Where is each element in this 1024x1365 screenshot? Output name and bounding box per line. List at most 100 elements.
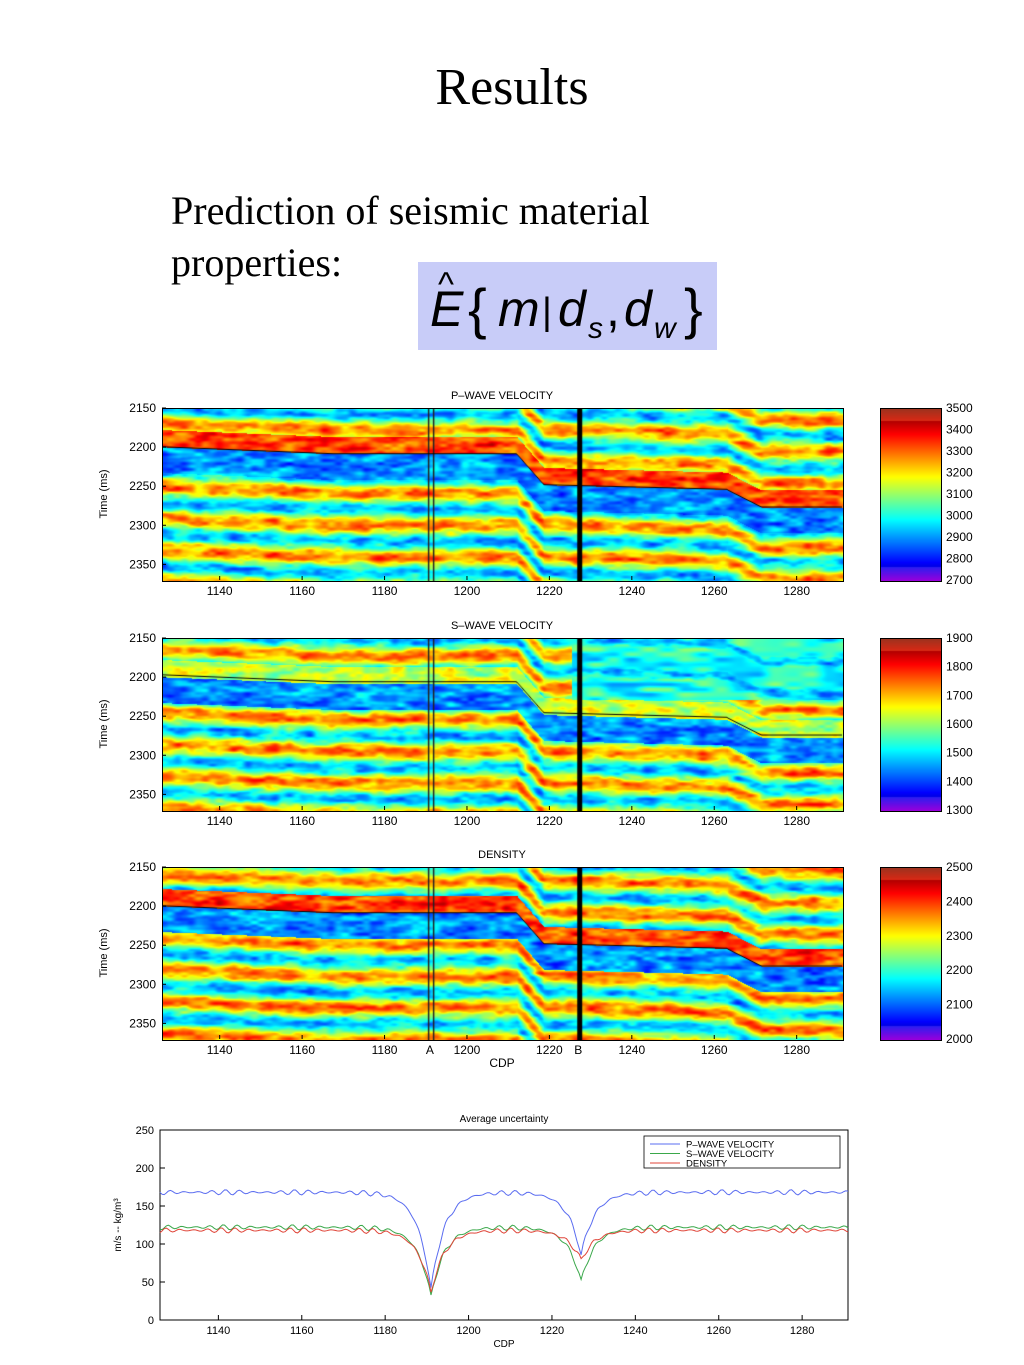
subtitle-line-1: Prediction of seismic material [171, 188, 650, 233]
x-tick-label: 1160 [290, 1325, 314, 1337]
density-axes: DENSITY Time (ms) 2150 2200 2250 2300 2350 1140… [98, 849, 973, 1067]
subtitle-line-2: properties: [171, 240, 343, 285]
formula: E ^ { m | d s , d w } [430, 266, 703, 345]
y-tick-label: 2250 [129, 479, 156, 493]
x-tick-label: 1200 [454, 1043, 481, 1057]
x-tick-label: 1200 [456, 1325, 480, 1337]
colorbar-tick-label: 1300 [946, 803, 973, 817]
heatmap-title: S–WAVE VELOCITY [451, 620, 554, 632]
colorbar-tick-label: 1600 [946, 717, 973, 731]
formula-m: m [498, 281, 540, 337]
y-tick-label: 2250 [129, 709, 156, 723]
y-tick-label: 100 [136, 1239, 154, 1251]
formula-e: E [430, 281, 464, 337]
y-axis-label: Time (ms) [98, 469, 110, 518]
x-tick-label: 1220 [540, 1325, 564, 1337]
formula-lbrace: { [468, 277, 487, 340]
marker-a-label: A [426, 1043, 434, 1057]
colorbar-tick-label: 1400 [946, 774, 973, 788]
colorbar-tick-label: 2200 [946, 963, 973, 977]
y-tick-label: 2250 [129, 938, 156, 952]
x-tick-label: 1280 [783, 584, 810, 598]
y-tick-label: 2300 [129, 748, 156, 762]
colorbar-tick-label: 2900 [946, 530, 973, 544]
colorbar-tick-label: 1800 [946, 660, 973, 674]
x-tick-label: 1240 [618, 814, 645, 828]
x-axis-label: CDP [489, 1056, 514, 1067]
p-wave-panel: P–WAVE VELOCITY Time (ms) 2150 2200 2250 2300… [0, 388, 1024, 608]
colorbar-tick-label: 2000 [946, 1032, 973, 1046]
y-axis-label: Time (ms) [98, 699, 110, 748]
x-tick-label: 1280 [783, 1043, 810, 1057]
x-tick-label: 1160 [289, 584, 315, 598]
y-tick-label: 2200 [129, 899, 156, 913]
series-line [159, 1224, 849, 1296]
x-tick-label: 1180 [372, 814, 398, 828]
s-wave-panel: S–WAVE VELOCITY Time (ms) 2150 2200 2250 2300… [0, 618, 1024, 838]
x-tick-label: 1220 [536, 814, 563, 828]
colorbar-tick-label: 3000 [946, 509, 973, 523]
p-wave-axes: P–WAVE VELOCITY Time (ms) 2150 2200 2250 2300… [98, 390, 973, 598]
x-tick-label: 1140 [207, 1043, 233, 1057]
colorbar-tick-label: 3400 [946, 423, 973, 437]
legend-label: DENSITY [686, 1159, 728, 1170]
colorbar-tick-label: 3300 [946, 444, 973, 458]
colorbar-tick-label: 1500 [946, 746, 973, 760]
y-tick-label: 200 [136, 1163, 154, 1175]
x-tick-label: 1240 [618, 584, 645, 598]
marker-b-label: B [574, 1043, 582, 1057]
colorbar-tick-label: 2800 [946, 552, 973, 566]
colorbar-tick-label: 3200 [946, 466, 973, 480]
colorbar-tick-label: 2300 [946, 929, 973, 943]
x-tick-label: 1240 [618, 1043, 645, 1057]
colorbar-tick-label: 2700 [946, 573, 973, 587]
y-tick-label: 2300 [129, 518, 156, 532]
density-colorbar [880, 867, 942, 1041]
colorbar-tick-label: 1700 [946, 688, 973, 702]
x-tick-label: 1220 [536, 584, 563, 598]
formula-d2: d [624, 281, 654, 337]
y-tick-label: 250 [136, 1125, 154, 1137]
y-tick-label: 0 [148, 1315, 154, 1327]
s-wave-colorbar [880, 638, 942, 812]
x-tick-label: 1140 [207, 814, 233, 828]
y-tick-label: 2150 [129, 401, 156, 415]
p-wave-heatmap [162, 408, 844, 582]
x-tick-label: 1180 [372, 1043, 398, 1057]
y-tick-label: 2200 [129, 440, 156, 454]
x-tick-label: 1260 [701, 584, 728, 598]
y-tick-label: 2150 [129, 631, 156, 645]
x-tick-label: 1260 [701, 1043, 728, 1057]
colorbar-tick-label: 1900 [946, 631, 973, 645]
x-tick-label: 1160 [289, 1043, 315, 1057]
series-line [159, 1189, 849, 1288]
colorbar-tick-label: 3500 [946, 401, 973, 415]
s-wave-heatmap [162, 638, 844, 812]
x-tick-label: 1220 [536, 1043, 563, 1057]
density-heatmap [162, 867, 844, 1041]
y-tick-label: 150 [136, 1201, 154, 1213]
subtitle: Prediction of seismic material propertie… [171, 185, 771, 289]
x-tick-label: 1280 [790, 1325, 814, 1337]
y-tick-label: 2200 [129, 670, 156, 684]
y-axis-label: m/s -- kg/m³ [113, 1198, 124, 1252]
legend-label: S–WAVE VELOCITY [686, 1149, 775, 1160]
chart-title: Average uncertainty [460, 1114, 549, 1125]
s-wave-axes: S–WAVE VELOCITY Time (ms) 2150 2200 2250 2300… [98, 620, 973, 828]
uncertainty-chart: Average uncertainty m/s -- kg/m³ CDP 0 50 100… [113, 1114, 849, 1350]
formula-comma: , [606, 281, 620, 337]
legend-label: P–WAVE VELOCITY [686, 1140, 775, 1151]
series-line [159, 1227, 849, 1293]
x-tick-label: 1280 [783, 814, 810, 828]
x-tick-label: 1200 [454, 584, 481, 598]
y-tick-label: 2350 [129, 1016, 156, 1030]
colorbar-tick-label: 2100 [946, 998, 973, 1012]
formula-box: E ^ { m | d s , d w } [418, 262, 717, 350]
formula-rbrace: } [684, 277, 703, 340]
x-tick-label: 1260 [706, 1325, 730, 1337]
x-axis-label: CDP [493, 1339, 514, 1350]
x-tick-label: 1140 [207, 1325, 231, 1337]
x-tick-label: 1200 [454, 814, 481, 828]
formula-sub-w: w [654, 312, 678, 345]
x-tick-label: 1260 [701, 814, 728, 828]
